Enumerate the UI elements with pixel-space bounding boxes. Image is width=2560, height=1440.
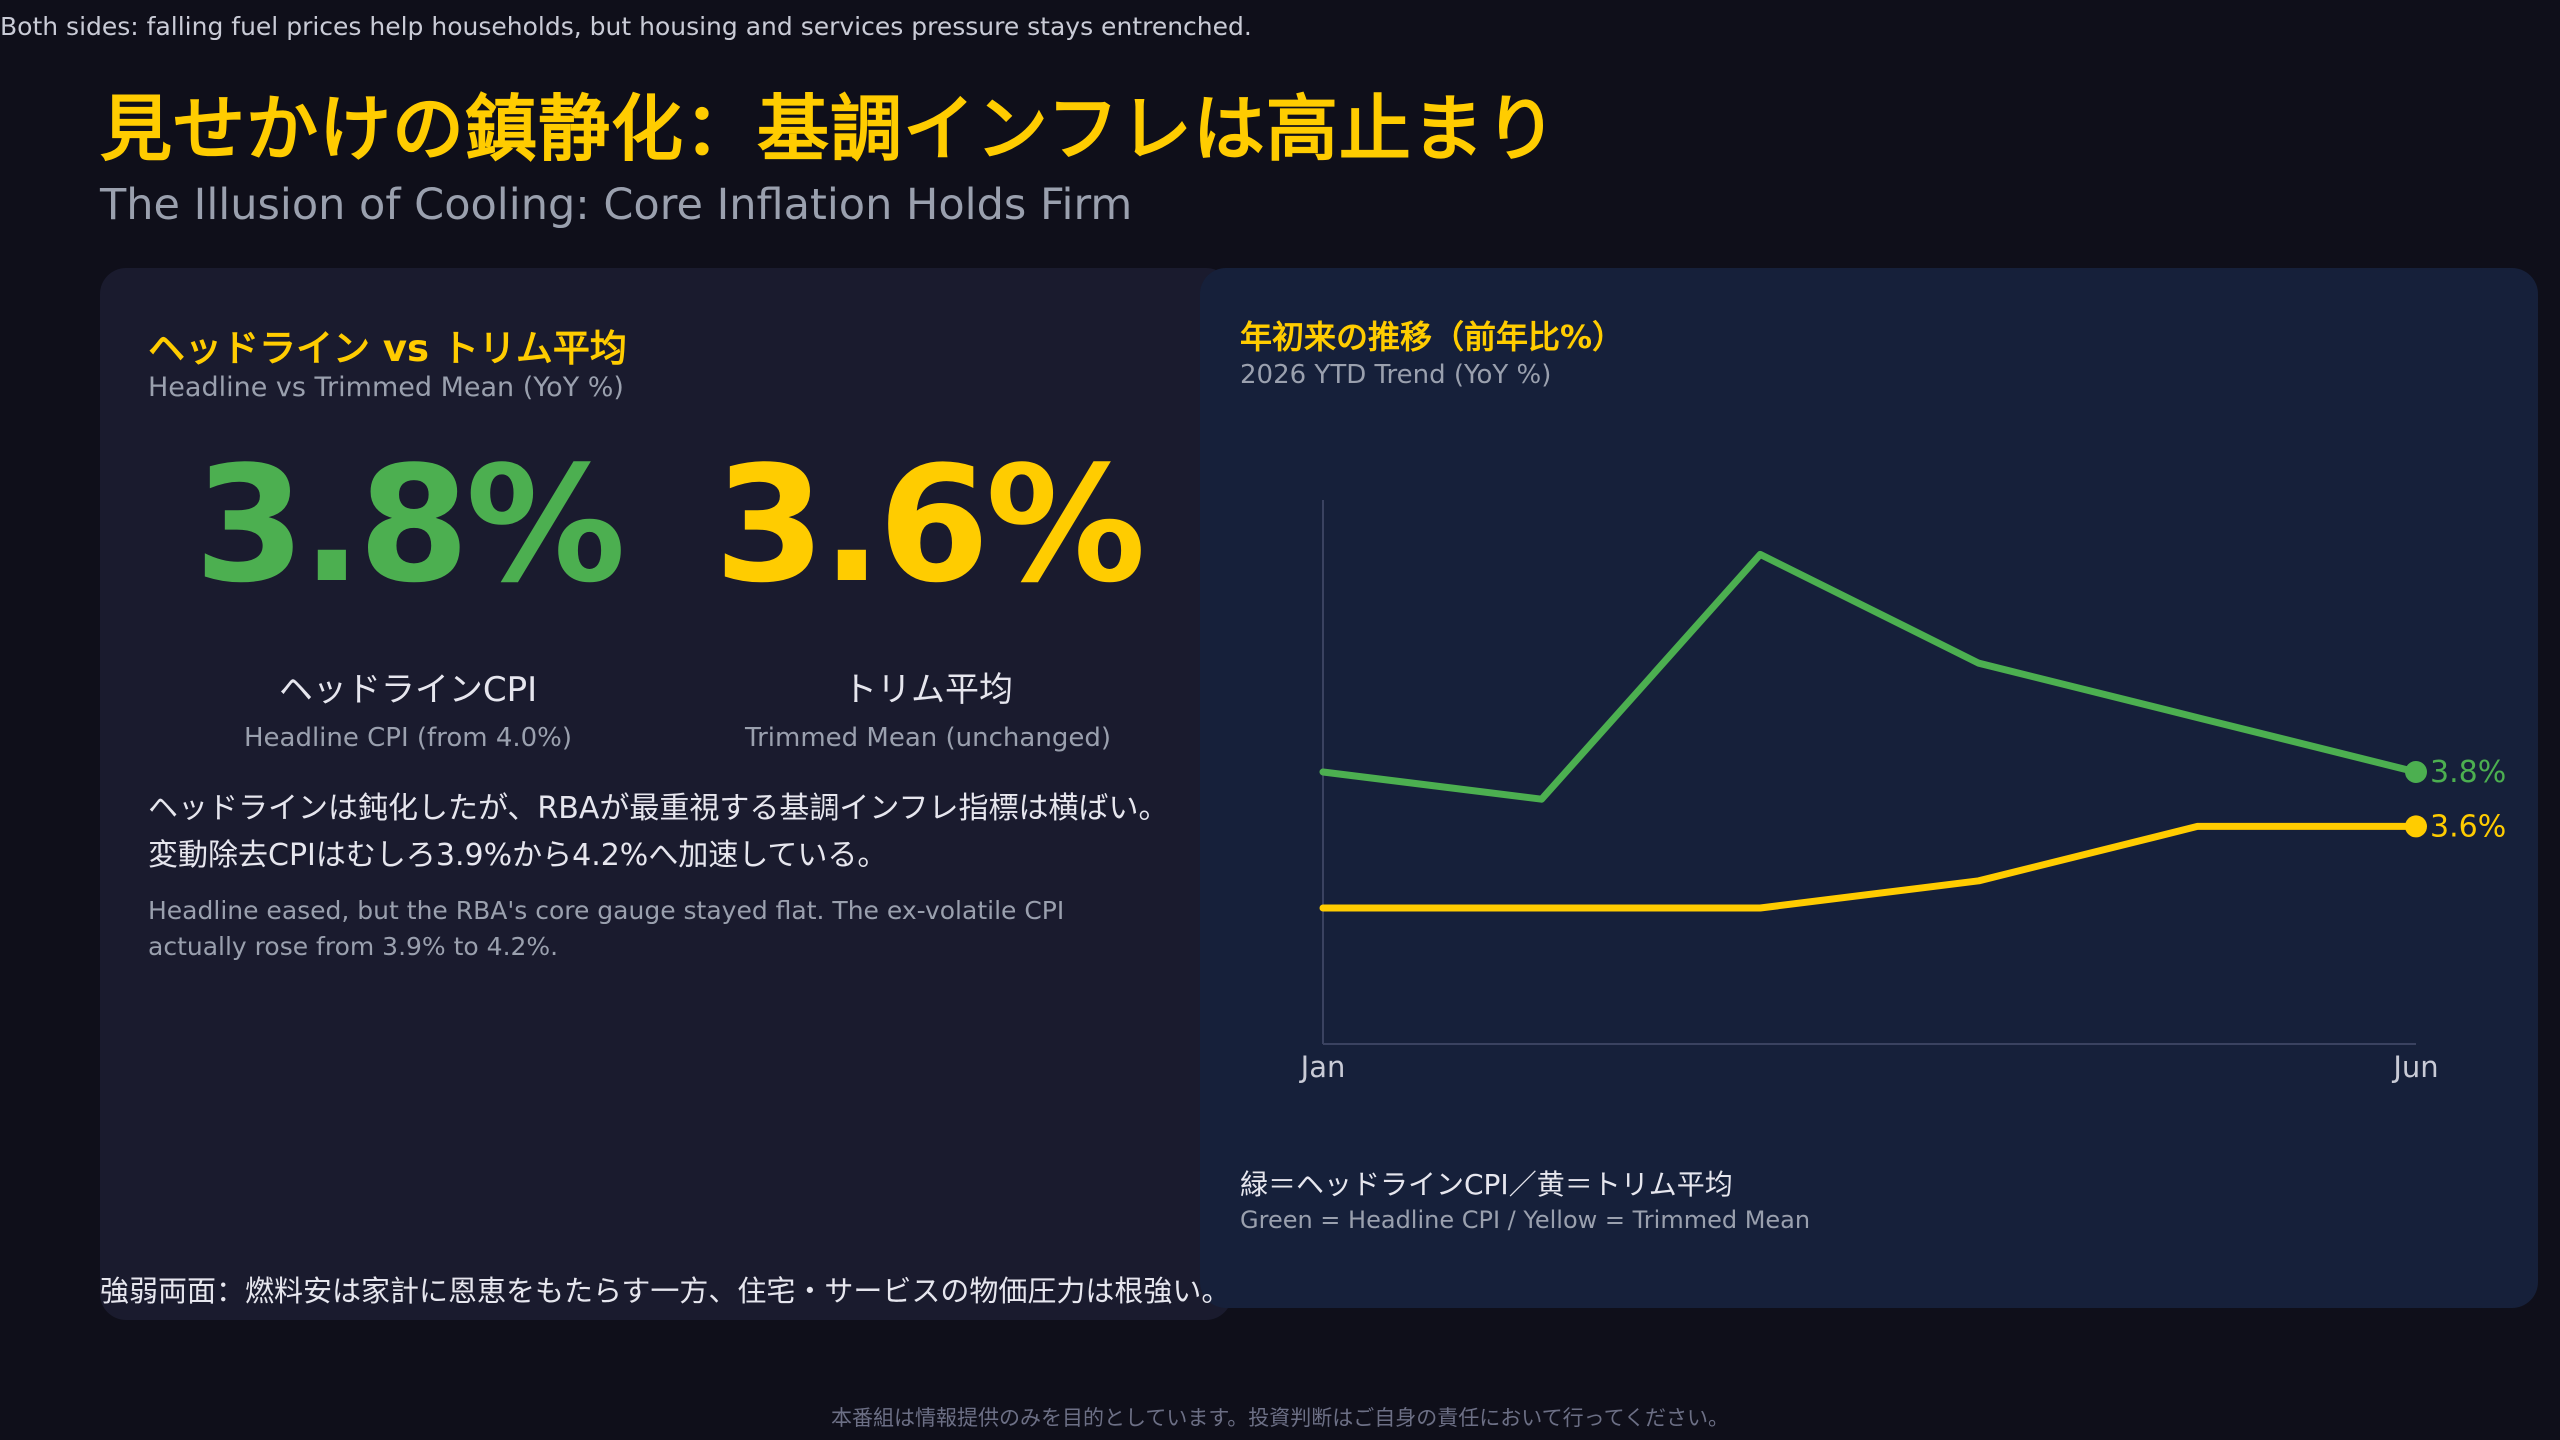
left-card-subheading: Headline vs Trimmed Mean (YoY %) — [148, 372, 624, 403]
right-card-heading: 年初来の推移（前年比%） — [1240, 318, 1625, 356]
commentary-jp-line-2: 変動除去CPIはむしろ3.9%から4.2%へ加速している。 — [148, 838, 888, 873]
trimmed-mean-stat: 3.6% トリム平均 Trimmed Mean (unchanged) — [678, 430, 1178, 753]
disclaimer: 本番組は情報提供のみを目的としています。投資判断はご自身の責任において行ってくだ… — [831, 1406, 1729, 1430]
trimmed-mean-sublabel: Trimmed Mean (unchanged) — [745, 723, 1111, 753]
headline-cpi-stat: 3.8% ヘッドラインCPI Headline CPI (from 4.0%) — [158, 430, 658, 753]
headline-cpi-value: 3.8% — [194, 431, 626, 618]
chart-legend-en: Green = Headline CPI / Yellow = Trimmed … — [1240, 1206, 1811, 1234]
page-title: 見せかけの鎮静化：基調インフレは高止まり — [100, 87, 1558, 171]
chart-legend-jp: 緑＝ヘッドラインCPI／黄＝トリム平均 — [1240, 1168, 1733, 1201]
right-card-subheading: 2026 YTD Trend (YoY %) — [1240, 360, 1552, 390]
left-card-heading: ヘッドライン vs トリム平均 — [148, 327, 627, 370]
commentary-en: Headline eased, but the RBA's core gauge… — [148, 896, 1065, 961]
ytd-trend-card — [1200, 268, 2538, 1308]
trimmed-mean-value: 3.6% — [714, 431, 1146, 618]
commentary-jp: ヘッドラインは鈍化したが、RBAが最重視する基調インフレ指標は横ばい。 変動除去… — [148, 785, 1208, 879]
trimmed-mean-label: トリム平均 — [843, 670, 1013, 710]
headline-cpi-label: ヘッドラインCPI — [278, 670, 538, 710]
headline-vs-trimmed-card — [100, 268, 1232, 1320]
bottom-note: 強弱両面：燃料安は家計に恩恵をもたらす一方、住宅・サービスの物価圧力は根強い。 — [100, 1274, 1231, 1308]
headline-cpi-sublabel: Headline CPI (from 4.0%) — [243, 723, 573, 753]
commentary-jp-line-1: ヘッドラインは鈍化したが、RBAが最重視する基調インフレ指標は横ばい。 — [148, 791, 1169, 826]
page-subtitle: The Illusion of Cooling: Core Inflation … — [100, 180, 1133, 230]
top-note: Both sides: falling fuel prices help hou… — [0, 12, 1252, 41]
